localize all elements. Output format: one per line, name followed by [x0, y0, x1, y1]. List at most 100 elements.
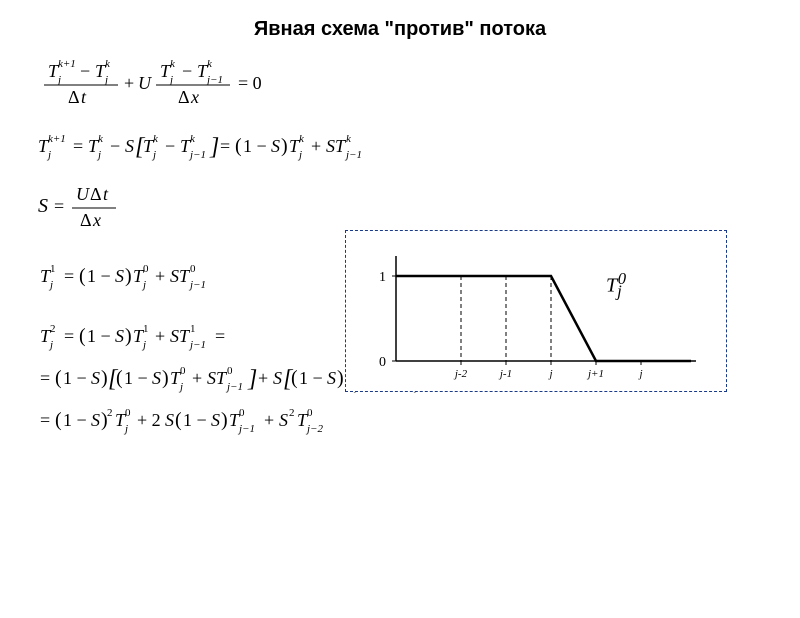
svg-text:2: 2: [289, 407, 295, 419]
svg-text:=: =: [40, 410, 50, 430]
svg-text:k: k: [98, 133, 104, 145]
svg-text:S: S: [165, 410, 174, 430]
svg-text:t: t: [81, 87, 87, 107]
svg-text:1: 1: [50, 263, 56, 275]
svg-text:0: 0: [379, 355, 386, 370]
svg-text:(: (: [79, 325, 86, 347]
svg-text:+: +: [155, 326, 165, 346]
svg-text:+: +: [258, 368, 268, 388]
svg-text:1 −: 1 −: [124, 368, 148, 388]
equation-3: S = U Δ t Δ x: [38, 180, 158, 241]
svg-text:]: ]: [209, 134, 219, 160]
svg-text:+: +: [264, 410, 274, 430]
svg-text:j−1: j−1: [237, 423, 255, 435]
svg-text:j: j: [547, 368, 552, 380]
svg-text:S: S: [152, 368, 161, 388]
svg-text:S: S: [327, 368, 336, 388]
svg-text:k: k: [346, 133, 352, 145]
svg-text:S: S: [211, 410, 220, 430]
svg-text:k: k: [207, 58, 213, 70]
svg-text:S: S: [279, 410, 288, 430]
svg-text:(: (: [55, 367, 62, 389]
svg-text:j−2: j−2: [305, 423, 323, 435]
svg-text:x: x: [92, 210, 101, 230]
svg-text:(: (: [116, 367, 123, 389]
svg-text:1 −: 1 −: [87, 266, 111, 286]
equation-4: T 1 j = ( 1 − S ) T 0 j + ST 0 j−1: [40, 260, 300, 299]
equation-5-line1: T 2 j = ( 1 − S ) T 1 j + ST 1 j−1 =: [40, 320, 300, 359]
svg-text:0: 0: [180, 365, 186, 377]
svg-text:Δ: Δ: [178, 87, 190, 107]
chart-label-Tj0: Tj0: [606, 269, 626, 302]
svg-text:−: −: [165, 136, 175, 156]
svg-text:1: 1: [143, 323, 149, 335]
svg-text:Δ: Δ: [90, 184, 102, 204]
svg-text:0: 0: [190, 263, 196, 275]
svg-text:S: S: [38, 195, 48, 217]
svg-text:S: S: [91, 368, 100, 388]
svg-text:+: +: [155, 266, 165, 286]
svg-text:x: x: [190, 87, 199, 107]
svg-text:): ): [125, 265, 132, 287]
svg-text:j−1: j−1: [188, 339, 206, 351]
svg-text:S: S: [125, 136, 134, 156]
svg-text:): ): [337, 367, 344, 389]
svg-text:S: S: [91, 410, 100, 430]
svg-text:+ 2: + 2: [137, 410, 161, 430]
svg-text:+: +: [124, 73, 134, 93]
svg-text:j−1: j−1: [188, 149, 206, 161]
svg-text:k: k: [299, 133, 305, 145]
svg-text:1 −: 1 −: [63, 410, 87, 430]
svg-text:S: S: [271, 136, 280, 156]
svg-text:]: ]: [247, 366, 257, 392]
svg-text:2: 2: [50, 323, 56, 335]
equation-1: T k+1 j − T k j Δ t + U T k j − T k j−1 …: [38, 55, 318, 120]
svg-text:=: =: [54, 196, 64, 216]
svg-text:j: j: [637, 368, 642, 380]
svg-text:(: (: [55, 409, 62, 431]
svg-text:(: (: [79, 265, 86, 287]
svg-text:1 −: 1 −: [183, 410, 207, 430]
svg-text:0: 0: [143, 263, 149, 275]
svg-text:): ): [221, 409, 228, 431]
svg-text:Δ: Δ: [68, 87, 80, 107]
svg-text:=: =: [220, 136, 230, 156]
svg-text:(: (: [235, 135, 242, 157]
svg-text:S: S: [115, 266, 124, 286]
svg-text:j−1: j−1: [188, 279, 206, 291]
svg-text:j+1: j+1: [586, 368, 604, 380]
svg-text:j−1: j−1: [225, 381, 243, 393]
svg-text:U: U: [138, 73, 152, 93]
svg-text:): ): [101, 367, 108, 389]
svg-text:j−1: j−1: [344, 149, 362, 161]
svg-text:1 −: 1 −: [63, 368, 87, 388]
page-title: Явная схема "против" потока: [0, 18, 800, 41]
svg-text:= 0: = 0: [238, 73, 262, 93]
svg-text:j-2: j-2: [453, 368, 468, 380]
svg-text:1 −: 1 −: [87, 326, 111, 346]
svg-text:t: t: [103, 184, 109, 204]
svg-text:ST: ST: [326, 136, 347, 156]
svg-text:U: U: [76, 184, 90, 204]
svg-text:k: k: [105, 58, 111, 70]
svg-text:Δ: Δ: [80, 210, 92, 230]
svg-text:): ): [125, 325, 132, 347]
svg-text:+: +: [192, 368, 202, 388]
svg-text:1 −: 1 −: [299, 368, 323, 388]
svg-text:S: S: [273, 368, 282, 388]
svg-text:0: 0: [307, 407, 313, 419]
svg-text:k+1: k+1: [58, 58, 76, 70]
svg-text:0: 0: [239, 407, 245, 419]
svg-text:ST: ST: [207, 368, 228, 388]
svg-text:1: 1: [379, 270, 386, 285]
svg-text:1: 1: [190, 323, 196, 335]
chart-svg: 10j-2j-1jj+1j: [346, 231, 726, 391]
svg-text:k+1: k+1: [48, 133, 66, 145]
svg-text:=: =: [64, 326, 74, 346]
svg-text:k: k: [153, 133, 159, 145]
svg-text:(: (: [175, 409, 182, 431]
equation-2: T k+1 j = T k j − S [ T k j − T k j−1 ] …: [38, 130, 488, 169]
svg-text:0: 0: [125, 407, 131, 419]
svg-text:k: k: [170, 58, 176, 70]
svg-text:1 −: 1 −: [243, 136, 267, 156]
